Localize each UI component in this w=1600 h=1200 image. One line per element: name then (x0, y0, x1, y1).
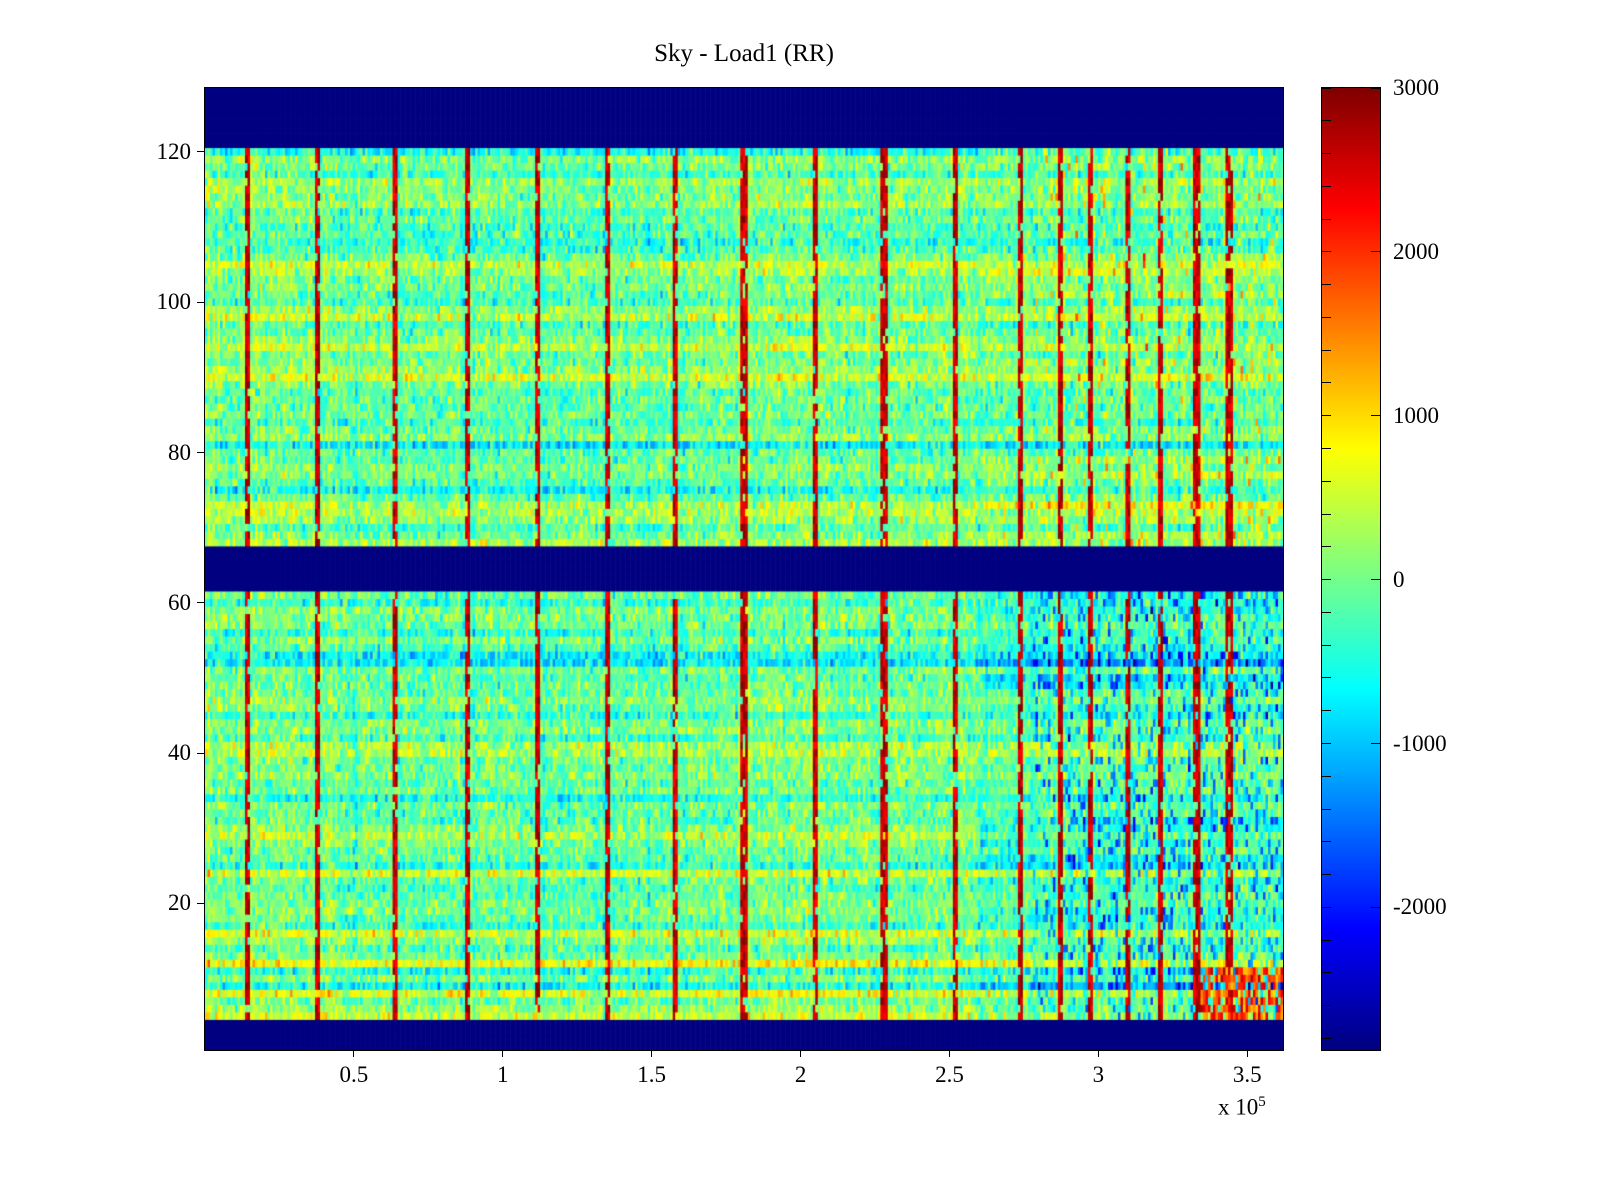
x-tick (353, 1050, 355, 1057)
x-axis-exponent-label: x 105 (1218, 1094, 1266, 1121)
x-tick (651, 1050, 653, 1057)
x-tick-label: 1.5 (637, 1062, 667, 1087)
y-tick (197, 301, 205, 303)
heatmap-canvas (205, 88, 1283, 1050)
colorbar-minor-tick (1322, 284, 1331, 286)
y-tick-label: 40 (168, 740, 191, 766)
y-tick-label: 100 (156, 289, 192, 315)
colorbar-tick (1371, 415, 1380, 417)
y-tick-label: 80 (168, 439, 191, 465)
colorbar-tick-label: 3000 (1393, 75, 1439, 100)
colorbar-minor-tick (1322, 775, 1331, 777)
colorbar-tick-label: 2000 (1393, 238, 1439, 264)
colorbar-minor-tick (1322, 218, 1331, 220)
x-tick-label: 3.5 (1232, 1062, 1262, 1087)
x-tick (502, 1050, 504, 1057)
colorbar-minor-tick (1322, 87, 1331, 89)
colorbar-minor-tick (1322, 382, 1331, 384)
colorbar-minor-tick (1322, 579, 1331, 581)
colorbar-minor-tick (1322, 448, 1331, 450)
chart-title: Sky - Load1 (RR) (654, 40, 834, 67)
y-tick-label: 20 (168, 890, 191, 916)
colorbar-minor-tick (1322, 480, 1331, 482)
x-tick (800, 1050, 802, 1057)
colorbar-minor-tick (1322, 1005, 1331, 1007)
exponent-prefix: x 10 (1218, 1094, 1259, 1120)
x-tick (1097, 1050, 1099, 1057)
colorbar-tick-label: -2000 (1393, 894, 1447, 920)
colorbar-minor-tick (1322, 1038, 1331, 1040)
x-tick (948, 1050, 950, 1057)
x-tick-label: 0.5 (339, 1062, 369, 1087)
colorbar-minor-tick (1322, 939, 1331, 941)
colorbar-tick (1371, 87, 1380, 89)
colorbar-minor-tick (1322, 185, 1331, 187)
colorbar-tick (1371, 251, 1380, 253)
colorbar-minor-tick (1322, 546, 1331, 548)
colorbar-tick-label: -1000 (1393, 730, 1447, 756)
y-tick (197, 602, 205, 604)
y-tick (197, 902, 205, 904)
colorbar-tick (1371, 743, 1380, 745)
colorbar-minor-tick (1322, 841, 1331, 843)
colorbar-minor-tick (1322, 677, 1331, 679)
colorbar-tick-label: 0 (1393, 566, 1405, 592)
colorbar-minor-tick (1322, 349, 1331, 351)
colorbar-minor-tick (1322, 120, 1331, 122)
y-tick-label: 60 (168, 589, 191, 615)
y-tick (197, 452, 205, 453)
colorbar-minor-tick (1322, 316, 1331, 318)
colorbar-tick-label: 1000 (1393, 402, 1439, 428)
x-tick (1246, 1050, 1248, 1057)
colorbar-minor-tick (1322, 644, 1331, 646)
colorbar-canvas (1322, 88, 1380, 1050)
colorbar-minor-tick (1322, 415, 1331, 417)
y-tick-label: 120 (156, 138, 192, 164)
colorbar-minor-tick (1322, 251, 1331, 253)
y-tick (197, 752, 205, 754)
colorbar-minor-tick (1322, 743, 1331, 745)
y-tick (197, 151, 205, 153)
colorbar-minor-tick (1322, 513, 1331, 515)
x-tick-label: 1 (497, 1062, 509, 1087)
colorbar-tick (1371, 579, 1380, 581)
colorbar-minor-tick (1322, 972, 1331, 974)
exponent-power: 5 (1258, 1094, 1266, 1110)
colorbar-minor-tick (1322, 611, 1331, 613)
x-tick-label: 3 (1092, 1062, 1105, 1087)
colorbar-minor-tick (1322, 874, 1331, 876)
colorbar-minor-tick (1322, 153, 1331, 155)
x-tick-label: 2 (794, 1062, 807, 1087)
x-tick-label: 2.5 (935, 1062, 964, 1087)
colorbar-minor-tick (1322, 906, 1331, 908)
colorbar-minor-tick (1322, 808, 1331, 810)
colorbar-tick (1371, 906, 1380, 908)
colorbar-minor-tick (1322, 710, 1331, 712)
